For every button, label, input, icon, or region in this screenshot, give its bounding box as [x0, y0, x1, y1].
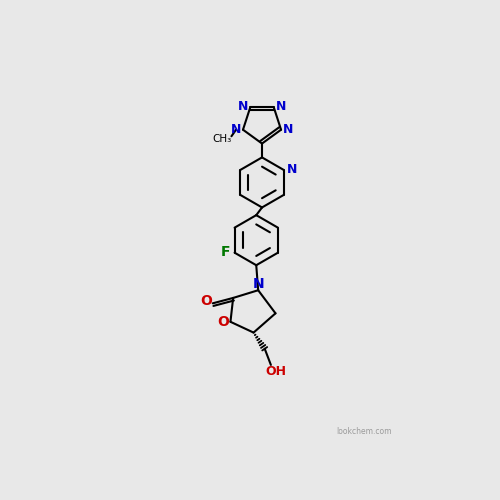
Text: N: N [238, 100, 248, 112]
Text: O: O [200, 294, 212, 308]
Text: N: N [230, 123, 241, 136]
Text: N: N [287, 162, 298, 175]
Text: N: N [253, 278, 265, 291]
Text: lookchem.com: lookchem.com [336, 427, 392, 436]
Text: F: F [221, 244, 230, 258]
Text: N: N [276, 100, 286, 112]
Text: OH: OH [266, 366, 287, 378]
Text: N: N [283, 123, 294, 136]
Text: O: O [217, 315, 229, 329]
Text: CH₃: CH₃ [212, 134, 232, 144]
